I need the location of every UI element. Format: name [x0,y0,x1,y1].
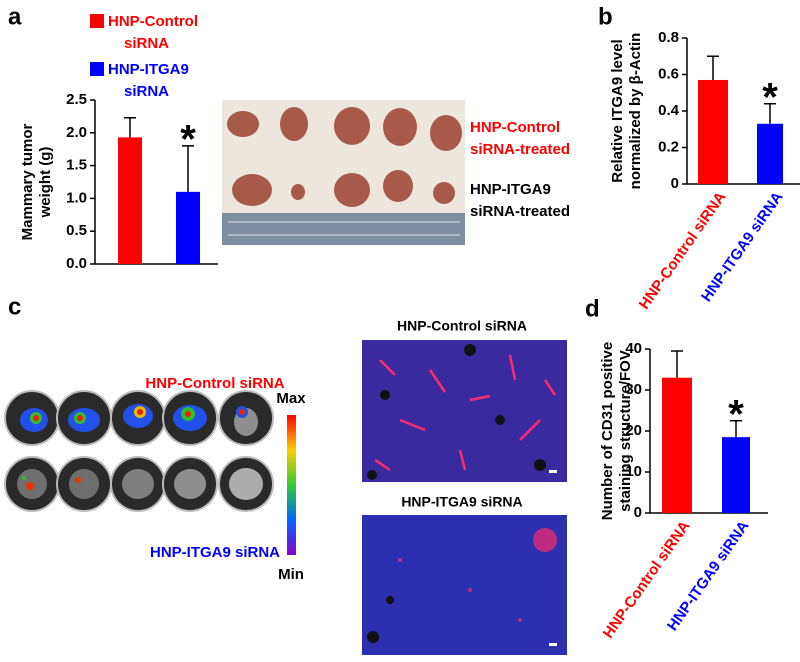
microscopy [362,340,567,655]
y-tick-label: 0 [671,175,679,192]
bar [757,123,783,184]
photo-label: siRNA-treated [470,203,570,220]
bar [698,79,728,184]
y-tick-label: 20 [625,422,642,439]
photo-label: HNP-Control [470,119,560,136]
imaging-label: HNP-Control siRNA [145,375,284,392]
legend-label: HNP-Control [108,13,198,30]
legend-swatch [90,62,104,76]
panel-label: a [8,3,22,30]
color-scale [287,415,296,555]
panel-label: d [585,295,600,322]
legend-label: HNP-ITGA9 [108,61,189,78]
y-tick-label: 1.5 [66,157,87,174]
y-tick-label: 0.6 [658,65,679,82]
y-tick-label: 0.0 [66,255,87,272]
legend-swatch [90,14,104,28]
tumor-photo [222,100,465,245]
panel-label: c [8,293,21,320]
error-bar [764,102,776,124]
image-title: HNP-ITGA9 siRNA [401,494,522,510]
y-tick-label: 10 [625,463,642,480]
y-tick-label: 0.4 [658,102,680,119]
error-bar [730,420,742,438]
y-tick-label: 0.5 [66,222,87,239]
bar [176,191,200,264]
y-axis-label: staining structure/FOV [617,350,634,512]
photo-label: siRNA-treated [470,141,570,158]
significance: * [728,392,744,436]
image-title: HNP-Control siRNA [397,318,527,334]
y-axis-label: Mammary tumor [19,123,36,240]
y-tick-label: 40 [625,340,642,357]
bar [118,137,142,264]
error-bar [182,145,194,192]
y-tick-label: 2.0 [66,124,87,141]
legend-label: siRNA [124,35,169,52]
legend-label: siRNA [124,83,169,100]
imaging-label: HNP-ITGA9 siRNA [150,544,280,561]
bar [662,377,692,513]
bar [722,437,750,513]
y-tick-label: 2.5 [66,91,87,108]
y-tick-label: 0.8 [658,29,679,46]
error-bar [707,55,719,80]
significance: * [762,75,778,119]
y-axis-label: Number of CD31 positive [599,342,616,520]
scale-label: Min [278,566,304,583]
significance: * [180,117,196,161]
y-tick-label: 1.0 [66,189,87,206]
imaging-wells [4,390,274,512]
error-bar [124,116,136,138]
panel-label: b [598,3,613,30]
error-bar [671,350,683,378]
y-tick-label: 0 [634,504,642,521]
y-axis-label: normalized by β-Actin [627,33,644,190]
y-axis-label: weight (g) [37,147,54,219]
y-tick-label: 30 [625,381,642,398]
y-axis-label: Relative ITGA9 level [609,39,626,182]
photo-label: HNP-ITGA9 [470,181,551,198]
y-tick-label: 0.2 [658,138,679,155]
scale-label: Max [276,390,306,407]
